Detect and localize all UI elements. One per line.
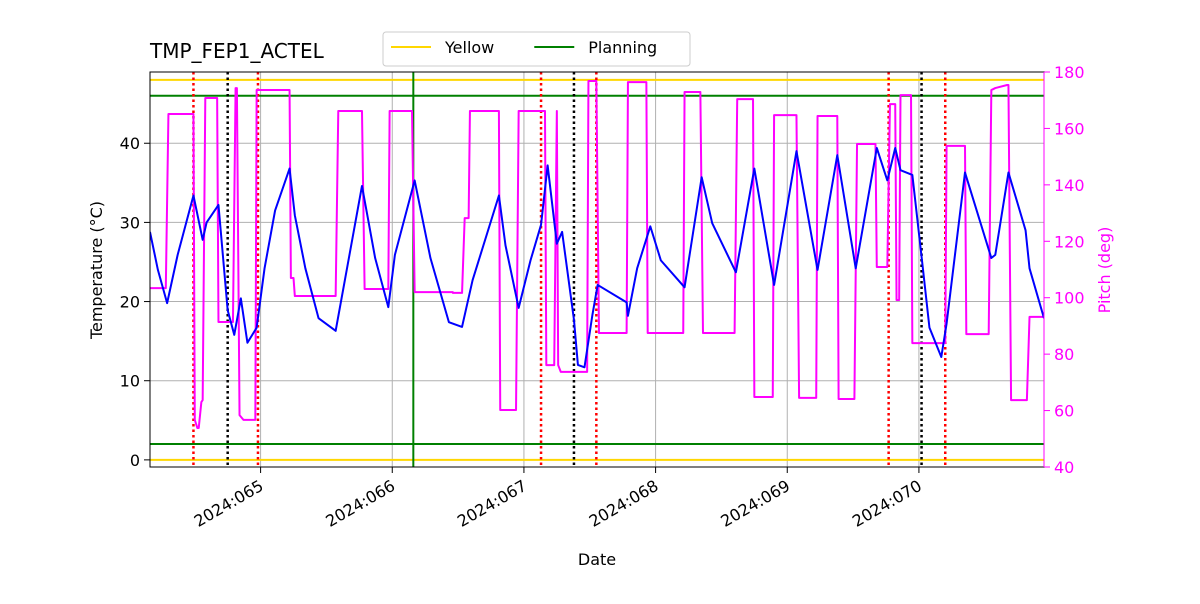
y2-tick-label: 60 xyxy=(1054,402,1074,421)
y2-tick-label: 80 xyxy=(1054,345,1074,364)
legend-box xyxy=(382,31,691,67)
x-axis-label: Date xyxy=(578,550,616,569)
chart-title: TMP_FEP1_ACTEL xyxy=(149,39,325,63)
legend-label: Planning xyxy=(588,38,657,57)
legend-label: Yellow xyxy=(444,38,494,57)
y2-tick-label: 140 xyxy=(1054,176,1085,195)
y-tick-label: 30 xyxy=(120,213,140,232)
y2-tick-label: 100 xyxy=(1054,289,1085,308)
y-axis-label: Temperature (°C) xyxy=(87,201,106,340)
series-line xyxy=(150,146,1044,369)
y2-axis-label: Pitch (deg) xyxy=(1095,227,1114,314)
y2-tick-label: 160 xyxy=(1054,119,1085,138)
y-tick-label: 10 xyxy=(120,372,140,391)
y-tick-label: 40 xyxy=(120,134,140,153)
y2-tick-label: 180 xyxy=(1054,63,1085,82)
y-tick-label: 20 xyxy=(120,293,140,312)
series-line xyxy=(150,80,1044,430)
y2-tick-label: 40 xyxy=(1054,458,1074,477)
y2-tick-label: 120 xyxy=(1054,232,1085,251)
y-tick-label: 0 xyxy=(130,451,140,470)
